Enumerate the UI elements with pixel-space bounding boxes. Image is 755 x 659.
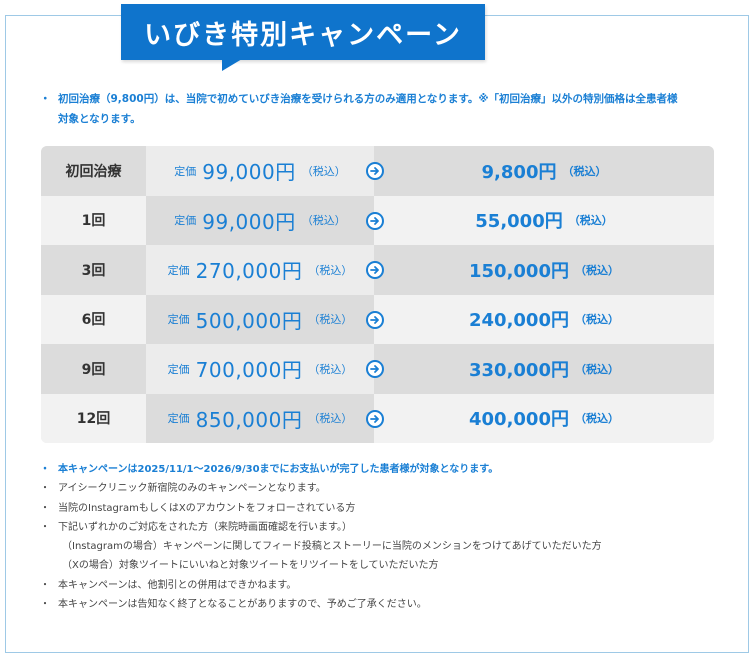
regular-price: 定価 270,000円 （税込） <box>146 245 374 295</box>
tax-label: （税込） <box>308 263 353 277</box>
price-row: 6回 定価 500,000円 （税込） 240,000円 （税込） <box>41 294 714 344</box>
intro-line-1: 初回治療（9,800円）は、当院で初めていびき治療を受けられる方のみ適用となりま… <box>58 93 678 105</box>
session-label: 初回治療 <box>41 146 146 196</box>
sale-amount: 240,000円 <box>469 310 569 332</box>
tax-label: （税込） <box>562 164 607 178</box>
note-item: ・アイシークリニック新宿院のみのキャンペーンとなります。 <box>40 479 730 498</box>
regular-amount: 270,000円 <box>195 259 303 284</box>
note-item: ・当院のInstagramもしくはXのアカウントをフォローされている方 <box>40 499 730 518</box>
regular-prefix: 定価 <box>167 362 190 376</box>
price-row: 3回 定価 270,000円 （税込） 150,000円 （税込） <box>41 245 714 295</box>
notes-list: ・本キャンペーンは2025/11/1〜2026/9/30までにお支払いが完了した… <box>40 460 730 614</box>
note-text: 本キャンペーンは、他割引との併用はできかねます。 <box>58 579 297 591</box>
note-item: （Xの場合）対象ツイートにいいねと対象ツイートをリツイートをしていただいた方 <box>40 556 730 575</box>
sale-price: 240,000円 （税込） <box>366 294 714 344</box>
tax-label: （税込） <box>574 362 619 376</box>
note-bullet: ・ <box>40 579 50 591</box>
regular-price: 定価 700,000円 （税込） <box>146 344 374 394</box>
intro-line-2: 対象となります。 <box>58 113 141 125</box>
note-item: ・本キャンペーンは2025/11/1〜2026/9/30までにお支払いが完了した… <box>40 460 730 479</box>
note-item: （Instagramの場合）キャンペーンに関してフィード投稿とストーリーに当院の… <box>40 537 730 556</box>
session-label: 12回 <box>41 393 146 443</box>
sale-price: 400,000円 （税込） <box>366 393 714 443</box>
price-table: 初回治療 定価 99,000円 （税込） 9,800円 （税込） 1回 定価 99,000円 （税… <box>41 146 714 443</box>
price-row: 9回 定価 700,000円 （税込） 330,000円 （税込） <box>41 344 714 394</box>
session-label: 9回 <box>41 344 146 394</box>
regular-prefix: 定価 <box>174 214 197 228</box>
sale-amount: 330,000円 <box>469 359 569 381</box>
arrow-right-icon <box>366 211 384 230</box>
regular-price: 定価 850,000円 （税込） <box>146 393 374 443</box>
regular-price: 定価 500,000円 （税込） <box>146 294 374 344</box>
note-text: 本キャンペーンは2025/11/1〜2026/9/30までにお支払いが完了した患… <box>58 464 499 475</box>
tax-label: （税込） <box>308 412 353 426</box>
sale-price: 9,800円 （税込） <box>366 146 714 196</box>
note-bullet: ・ <box>40 502 50 514</box>
regular-price: 定価 99,000円 （税込） <box>146 146 374 196</box>
campaign-title: いびき特別キャンペーン <box>121 4 485 60</box>
note-text: （Xの場合）対象ツイートにいいねと対象ツイートをリツイートをしていただいた方 <box>62 560 439 572</box>
regular-amount: 99,000円 <box>202 160 296 185</box>
note-bullet: ・ <box>40 464 50 475</box>
regular-prefix: 定価 <box>167 412 190 426</box>
note-text: 下記いずれかのご対応をされた方（来院時画面確認を行います。） <box>58 521 352 533</box>
tax-label: （税込） <box>301 164 346 178</box>
sale-amount: 150,000円 <box>469 260 569 282</box>
speech-tail <box>222 59 242 71</box>
session-label: 3回 <box>41 245 146 295</box>
arrow-right-icon <box>366 261 384 279</box>
note-text: 本キャンペーンは告知なく終了となることがありますので、予めご了承ください。 <box>58 599 427 611</box>
regular-amount: 99,000円 <box>202 209 296 234</box>
price-row: 1回 定価 99,000円 （税込） 55,000円 （税込） <box>41 195 714 245</box>
sale-amount: 400,000円 <box>469 409 569 431</box>
note-bullet: ・ <box>40 599 50 611</box>
arrow-right-icon <box>366 310 384 329</box>
intro-note: ・初回治療（9,800円）は、当院で初めていびき治療を受けられる方のみ適用となり… <box>40 89 720 129</box>
note-text: 当院のInstagramもしくはXのアカウントをフォローされている方 <box>58 502 356 514</box>
sale-price: 55,000円 （税込） <box>366 195 714 245</box>
regular-prefix: 定価 <box>167 263 190 277</box>
arrow-right-icon <box>366 409 384 428</box>
tax-label: （税込） <box>301 214 346 228</box>
intro-bullet: ・ <box>40 93 51 105</box>
tax-label: （税込） <box>568 214 613 228</box>
sale-price: 150,000円 （税込） <box>366 245 714 295</box>
note-text: アイシークリニック新宿院のみのキャンペーンとなります。 <box>58 483 326 495</box>
tax-label: （税込） <box>308 313 353 327</box>
tax-label: （税込） <box>574 263 619 277</box>
arrow-right-icon <box>366 360 384 378</box>
tax-label: （税込） <box>574 313 619 327</box>
regular-price: 定価 99,000円 （税込） <box>146 195 374 245</box>
note-item: ・下記いずれかのご対応をされた方（来院時画面確認を行います。） <box>40 518 730 537</box>
session-label: 6回 <box>41 294 146 344</box>
regular-amount: 700,000円 <box>195 358 303 383</box>
session-label: 1回 <box>41 195 146 245</box>
regular-prefix: 定価 <box>174 164 197 178</box>
note-bullet: ・ <box>40 483 50 495</box>
price-row: 12回 定価 850,000円 （税込） 400,000円 （税込） <box>41 393 714 443</box>
sale-amount: 55,000円 <box>475 211 563 233</box>
price-row: 初回治療 定価 99,000円 （税込） 9,800円 （税込） <box>41 146 714 196</box>
note-bullet: ・ <box>40 521 50 533</box>
sale-price: 330,000円 （税込） <box>366 344 714 394</box>
note-item: ・本キャンペーンは告知なく終了となることがありますので、予めご了承ください。 <box>40 595 730 614</box>
tax-label: （税込） <box>574 412 619 426</box>
note-item: ・本キャンペーンは、他割引との併用はできかねます。 <box>40 576 730 595</box>
sale-amount: 9,800円 <box>481 161 557 183</box>
regular-amount: 850,000円 <box>195 407 303 432</box>
tax-label: （税込） <box>308 362 353 376</box>
regular-amount: 500,000円 <box>195 308 303 333</box>
regular-prefix: 定価 <box>167 313 190 327</box>
note-text: （Instagramの場合）キャンペーンに関してフィード投稿とストーリーに当院の… <box>62 541 602 553</box>
arrow-right-icon <box>366 162 384 180</box>
